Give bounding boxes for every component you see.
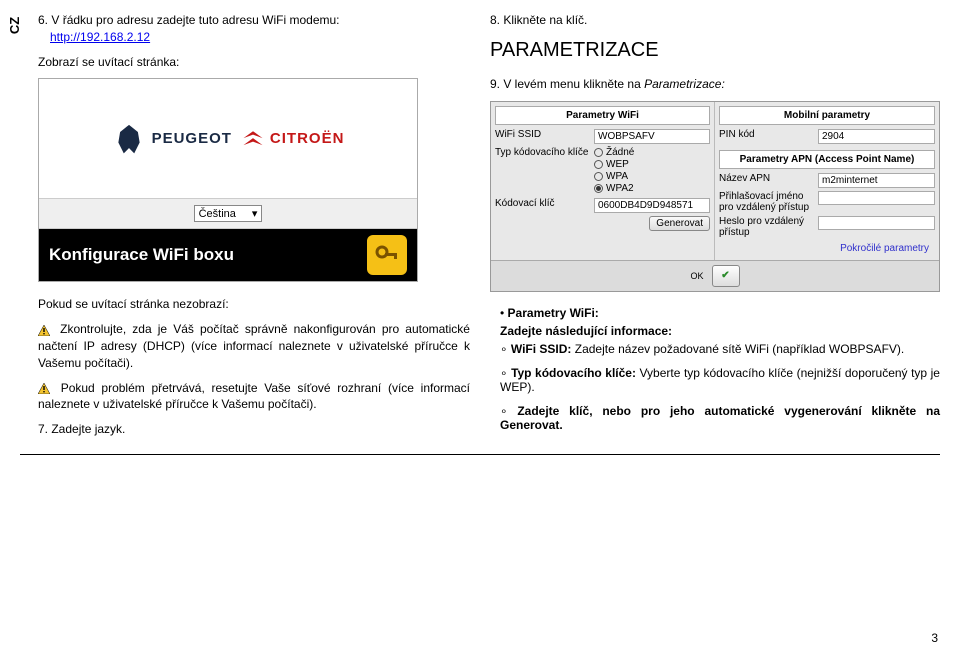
citroen-text: CITROËN <box>270 130 345 147</box>
radio-wpa-label: WPA <box>606 171 628 182</box>
language-select[interactable]: Čeština ▾ <box>194 205 263 222</box>
language-value: Čeština <box>199 208 236 220</box>
dropdown-arrow-icon: ▾ <box>252 207 258 220</box>
pin-label: PIN kód <box>719 129 814 140</box>
radio-none[interactable] <box>594 148 603 157</box>
step-9-text: 9. V levém menu klikněte na <box>490 77 644 91</box>
radio-none-label: Žádné <box>606 147 634 158</box>
info-title: Parametry WiFi: <box>508 306 599 320</box>
apn-user-input[interactable] <box>818 191 935 205</box>
wifi-box-title: Konfigurace WiFi boxu <box>49 245 234 265</box>
ok-label: OK <box>690 271 703 281</box>
info-subtitle: Zadejte následující informace: <box>500 324 940 338</box>
info-type-label: Typ kódovacího klíče: <box>511 366 636 380</box>
wifi-config-screenshot: PEUGEOT CITROËN Čeština ▾ Konfigurace Wi… <box>38 78 418 282</box>
key-input[interactable]: 0600DB4D9D948571 <box>594 198 710 213</box>
info-subtitle-text: Zadejte následující informace: <box>500 324 672 338</box>
apn-pass-input[interactable] <box>818 216 935 230</box>
info-ssid-label: WiFi SSID: <box>511 342 572 356</box>
keytype-radio-group: Žádné WEP WPA WPA2 <box>594 147 710 195</box>
radio-wpa2-label: WPA2 <box>606 183 634 194</box>
radio-wep-label: WEP <box>606 159 629 170</box>
apn-name-input[interactable]: m2minternet <box>818 173 935 188</box>
step-8: 8. Klikněte na klíč. <box>490 12 940 29</box>
apn-name-label: Název APN <box>719 173 814 184</box>
key-label: Kódovací klíč <box>495 198 590 209</box>
citroen-chevron-icon <box>240 126 266 152</box>
ssid-input[interactable]: WOBPSAFV <box>594 129 710 144</box>
ok-bar: OK ✔ <box>491 260 939 291</box>
warning-1-text: Zkontrolujte, zda je Váš počítač správně… <box>38 322 470 370</box>
step-9-emphasis: Parametrizace: <box>644 77 725 91</box>
pin-input[interactable]: 2904 <box>818 129 935 144</box>
left-column: 6. V řádku pro adresu zadejte tuto adres… <box>20 12 470 446</box>
citroen-logo: CITROËN <box>240 126 345 152</box>
section-heading: PARAMETRIZACE <box>490 39 940 62</box>
wifi-box-title-bar: Konfigurace WiFi boxu <box>39 229 417 281</box>
language-tag: CZ <box>7 17 22 34</box>
info-key-text: Zadejte klíč, nebo pro jeho automatické … <box>500 404 940 432</box>
wifi-params-col: Parametry WiFi WiFi SSID WOBPSAFV Typ kó… <box>491 102 715 260</box>
ok-button[interactable]: ✔ <box>712 265 740 287</box>
page-content: 6. V řádku pro adresu zadejte tuto adres… <box>20 12 940 455</box>
info-type: ∘ Typ kódovacího klíče: Vyberte typ kódo… <box>500 366 940 394</box>
wifi-params-header: Parametry WiFi <box>495 106 710 125</box>
warning-icon <box>38 383 50 394</box>
brand-logos-row: PEUGEOT CITROËN <box>39 79 417 199</box>
step-6-text: V řádku pro adresu zadejte tuto adresu W… <box>51 13 339 27</box>
ssid-label: WiFi SSID <box>495 129 590 140</box>
peugeot-lion-icon <box>112 122 146 156</box>
param-grid: Parametry WiFi WiFi SSID WOBPSAFV Typ kó… <box>491 102 939 260</box>
step-6: 6. V řádku pro adresu zadejte tuto adres… <box>38 12 470 46</box>
info-key: ∘ Zadejte klíč, nebo pro jeho automatick… <box>500 404 940 432</box>
radio-wpa[interactable] <box>594 172 603 181</box>
advanced-params-link[interactable]: Pokročilé parametry <box>719 241 935 256</box>
language-row: Čeština ▾ <box>39 199 417 229</box>
info-block: • Parametry WiFi: Zadejte následující in… <box>500 306 940 432</box>
not-shown-heading: Pokud se uvítací stránka nezobrazí: <box>38 296 470 313</box>
warning-2-text: Pokud problém přetrvává, resetujte Vaše … <box>38 381 470 412</box>
keytype-label: Typ kódovacího klíče <box>495 147 590 158</box>
apn-pass-label: Heslo pro vzdálený přístup <box>719 216 814 238</box>
generate-button[interactable]: Generovat <box>649 216 710 231</box>
right-column: 8. Klikněte na klíč. PARAMETRIZACE 9. V … <box>490 12 940 446</box>
step-6-sub: Zobrazí se uvítací stránka: <box>38 54 470 71</box>
info-ssid: ∘ WiFi SSID: Zadejte název požadované sí… <box>500 342 940 356</box>
peugeot-text: PEUGEOT <box>152 130 232 147</box>
peugeot-logo: PEUGEOT <box>112 122 232 156</box>
mobile-params-header: Mobilní parametry <box>719 106 935 125</box>
param-panel: Parametry WiFi WiFi SSID WOBPSAFV Typ kó… <box>490 101 940 292</box>
warning-2: Pokud problém přetrvává, resetujte Vaše … <box>38 380 470 414</box>
key-icon[interactable] <box>367 235 407 275</box>
warning-1: Zkontrolujte, zda je Váš počítač správně… <box>38 321 470 371</box>
step-9: 9. V levém menu klikněte na Parametrizac… <box>490 76 940 93</box>
info-title-row: • Parametry WiFi: <box>500 306 940 320</box>
page-number: 3 <box>931 631 938 645</box>
step-6-num: 6. <box>38 13 48 27</box>
apn-header: Parametry APN (Access Point Name) <box>719 150 935 169</box>
modem-url-link[interactable]: http://192.168.2.12 <box>50 30 150 44</box>
radio-wpa2[interactable] <box>594 184 603 193</box>
info-ssid-text: Zadejte název požadované sítě WiFi (např… <box>571 342 904 356</box>
apn-user-label: Přihlašovací jméno pro vzdálený přístup <box>719 191 814 213</box>
warning-icon <box>38 325 50 336</box>
step-7: 7. Zadejte jazyk. <box>38 421 470 438</box>
radio-wep[interactable] <box>594 160 603 169</box>
mobile-params-col: Mobilní parametry PIN kód 2904 Parametry… <box>715 102 939 260</box>
